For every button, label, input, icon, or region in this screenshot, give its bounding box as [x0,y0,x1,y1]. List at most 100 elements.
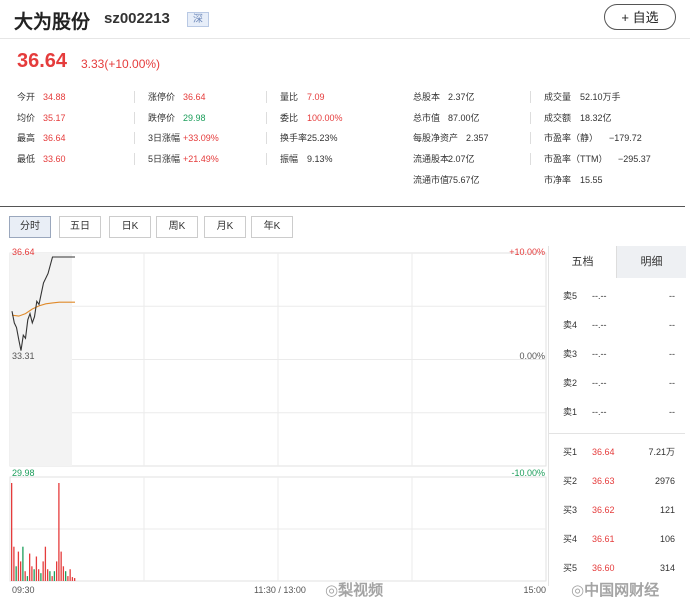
stat-label: 流通市值 [413,175,450,185]
stat-value: 18.32亿 [580,113,612,123]
level-label: 买5 [563,563,578,573]
order-book-rows: 卖5 --.-- -- 卖4 --.-- -- 卖3 --.-- -- 卖2 --.-- -- 卖1 --… [549,246,685,586]
stat-value: 52.10万手 [580,92,621,102]
level-price: 36.63 [592,476,615,486]
section-divider [0,206,685,207]
tab-monthly-k[interactable]: 月K [204,216,246,238]
level-label: 卖1 [563,407,578,417]
stat-label: 总股本 [413,92,441,102]
price-lines [11,256,75,351]
tab-daily-k[interactable]: 日K [109,216,151,238]
volume-bar [24,571,26,581]
level-price: --.-- [592,378,607,388]
volume-bar [67,576,69,581]
level-label: 卖3 [563,349,578,359]
volume-bar [65,571,67,581]
stat-separator [530,153,531,166]
stat-label: 跌停价 [148,113,176,123]
volume-bar [35,556,38,581]
level-price: --.-- [592,320,607,330]
active-session-shade [10,253,72,466]
volume-bar [31,566,33,581]
watermark-pear-video: ◎梨视频 [325,582,384,599]
volume-bar [62,566,65,581]
stat-label: 最高 [17,133,36,143]
stat-value: 2.357 [466,133,489,143]
stat-value: 2.07亿 [448,154,475,164]
stat-separator [134,132,135,145]
stat-label: 委比 [280,113,299,123]
stat-value: +33.09% [183,133,219,143]
stat-label: 流通股本 [413,154,450,164]
stat-value: 7.09 [307,92,325,102]
volume-bar [56,561,58,581]
watermark-text: 中国网财经 [584,582,660,599]
stat-value: 75.67亿 [448,175,480,185]
tab-trade-details[interactable]: 明细 [616,246,686,278]
price-line [11,256,75,351]
stat-value: +21.49% [183,154,219,164]
level-volume: 121 [659,505,675,515]
level-volume: -- [669,349,675,359]
volume-bar [29,553,31,581]
stat-value: −295.37 [618,154,651,164]
level-volume: -- [669,378,675,388]
level-volume: -- [669,407,675,417]
current-price: 36.64 [17,50,68,72]
stat-value: 15.55 [580,175,603,185]
stat-value: 9.13% [307,154,333,164]
stat-label: 换手率 [280,133,308,143]
tab-intraday[interactable]: 分时 [9,216,51,238]
axis-labels: 36.64 33.31 +10.00% 0.00% -10.00% 29.98 09:30 1… [12,247,546,595]
stat-value: 34.88 [43,92,66,102]
volume-bar [20,561,22,581]
level-price: --.-- [592,349,607,359]
stat-value: −179.72 [609,133,642,143]
stat-label: 均价 [17,113,36,123]
order-book-row: 卖1 --.-- -- [549,398,685,427]
add-watchlist-button[interactable]: + 自选 [604,4,676,30]
order-book-row: 卖4 --.-- -- [549,311,685,340]
stat-separator [266,132,267,145]
level-price: 36.62 [592,505,615,515]
tab-yearly-k[interactable]: 年K [251,216,293,238]
volume-bar [42,561,44,581]
level-label: 卖4 [563,320,578,330]
volume-bar [51,576,53,581]
volume-bar [11,483,13,581]
volume-bar [26,576,29,581]
stat-separator [530,132,531,145]
level-price: 36.64 [592,447,615,457]
stat-label: 成交量 [544,92,572,102]
stats-grid: 今开 34.88 均价 35.17 最高 36.64 最低 33.60 涨停价 36.64 跌停价 2… [0,0,690,200]
volume-bars [11,483,76,581]
stat-value: 100.00% [307,113,343,123]
tab-five-levels[interactable]: 五档 [549,246,616,279]
axis-label: 09:30 [12,585,35,595]
stat-value: 29.98 [183,113,206,123]
stat-label: 总市值 [413,113,441,123]
intraday-chart[interactable]: 36.64 33.31 +10.00% 0.00% -10.00% 29.98 09:30 1… [0,244,548,596]
stat-value: 87.00亿 [448,113,480,123]
volume-bar [71,577,74,581]
stock-name: 大为股份 [14,12,91,33]
stat-separator [266,153,267,166]
volume-bar [17,551,20,581]
level-price: 36.60 [592,563,615,573]
tab-weekly-k[interactable]: 周K [156,216,198,238]
level-price: --.-- [592,291,607,301]
stock-code: sz002213 [104,10,170,27]
level-volume: 7.21万 [648,447,675,457]
level-volume: -- [669,291,675,301]
level-label: 买1 [563,447,578,457]
order-book-row: 买1 36.64 7.21万 [549,438,685,467]
stat-label: 每股净资产 [413,133,459,143]
order-book-row: 卖3 --.-- -- [549,340,685,369]
tab-five-day[interactable]: 五日 [59,216,101,238]
level-label: 卖2 [563,378,578,388]
stat-label: 涨停价 [148,92,176,102]
axis-label: 0.00% [519,351,545,361]
order-book-row: 卖5 --.-- -- [549,282,685,311]
stat-separator [134,91,135,103]
stat-value: 35.17 [43,113,66,123]
